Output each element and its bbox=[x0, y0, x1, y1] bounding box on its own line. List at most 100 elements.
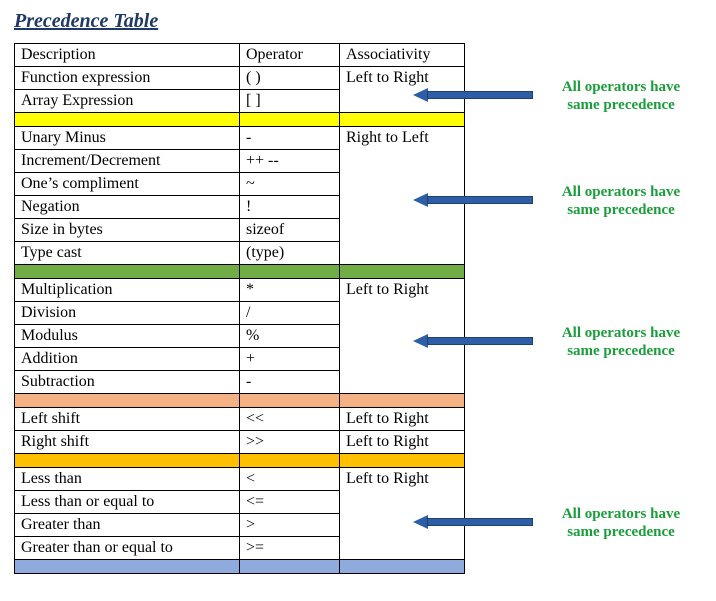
cell-associativity-blank bbox=[340, 150, 465, 173]
separator-cell bbox=[240, 113, 340, 127]
table-row: Less than < Left to Right bbox=[15, 468, 465, 491]
header-operator: Operator bbox=[240, 44, 340, 67]
table-row: Array Expression [ ] bbox=[15, 90, 465, 113]
cell-description: Division bbox=[15, 302, 240, 325]
page-title: Precedence Table bbox=[14, 10, 702, 33]
cell-operator: ~ bbox=[240, 173, 340, 196]
annotation-label: All operators have same precedence bbox=[536, 324, 706, 360]
header-description: Description bbox=[15, 44, 240, 67]
cell-description: Addition bbox=[15, 348, 240, 371]
cell-operator: > bbox=[240, 514, 340, 537]
cell-associativity: Left to Right bbox=[340, 408, 465, 431]
cell-description: Multiplication bbox=[15, 279, 240, 302]
cell-associativity-blank bbox=[340, 348, 465, 371]
cell-operator: - bbox=[240, 127, 340, 150]
separator-cell bbox=[340, 113, 465, 127]
cell-associativity-blank bbox=[340, 371, 465, 394]
table-header-row: Description Operator Associativity bbox=[15, 44, 465, 67]
table-row: Left shift << Left to Right bbox=[15, 408, 465, 431]
cell-operator: * bbox=[240, 279, 340, 302]
table-row: Right shift >> Left to Right bbox=[15, 431, 465, 454]
annotation-text-line1: All operators have bbox=[562, 184, 680, 200]
cell-associativity-blank bbox=[340, 537, 465, 560]
cell-associativity: Left to Right bbox=[340, 468, 465, 491]
table-row: Size in bytes sizeof bbox=[15, 219, 465, 242]
cell-associativity: Left to Right bbox=[340, 67, 465, 90]
cell-associativity: Left to Right bbox=[340, 279, 465, 302]
table-row: Division / bbox=[15, 302, 465, 325]
table-row: Unary Minus - Right to Left bbox=[15, 127, 465, 150]
separator-cell bbox=[15, 113, 240, 127]
cell-description: Array Expression bbox=[15, 90, 240, 113]
cell-operator: (type) bbox=[240, 242, 340, 265]
annotation-text-line2: same precedence bbox=[567, 343, 675, 359]
annotation-arrow-icon bbox=[413, 515, 533, 529]
annotation-arrow-icon bbox=[413, 334, 533, 348]
table-row: Type cast (type) bbox=[15, 242, 465, 265]
annotation-text-line2: same precedence bbox=[567, 524, 675, 540]
cell-description: Size in bytes bbox=[15, 219, 240, 242]
table-row: Greater than > bbox=[15, 514, 465, 537]
cell-description: Increment/Decrement bbox=[15, 150, 240, 173]
table-row: Multiplication * Left to Right bbox=[15, 279, 465, 302]
separator-cell bbox=[240, 560, 340, 574]
cell-description: One’s compliment bbox=[15, 173, 240, 196]
cell-associativity-blank bbox=[340, 491, 465, 514]
separator-row bbox=[15, 113, 465, 127]
annotation-text-line1: All operators have bbox=[562, 506, 680, 522]
cell-operator: << bbox=[240, 408, 340, 431]
cell-description: Unary Minus bbox=[15, 127, 240, 150]
annotation-label: All operators have same precedence bbox=[536, 183, 706, 219]
table-row: Less than or equal to <= bbox=[15, 491, 465, 514]
separator-cell bbox=[340, 265, 465, 279]
cell-operator: / bbox=[240, 302, 340, 325]
separator-cell bbox=[340, 560, 465, 574]
cell-description: Modulus bbox=[15, 325, 240, 348]
cell-description: Left shift bbox=[15, 408, 240, 431]
separator-row bbox=[15, 265, 465, 279]
cell-associativity-blank bbox=[340, 219, 465, 242]
cell-operator: < bbox=[240, 468, 340, 491]
cell-associativity: Left to Right bbox=[340, 431, 465, 454]
page: Precedence Table Description Operator As… bbox=[0, 0, 716, 601]
cell-description: Right shift bbox=[15, 431, 240, 454]
cell-description: Greater than bbox=[15, 514, 240, 537]
separator-cell bbox=[15, 265, 240, 279]
table-row: Greater than or equal to >= bbox=[15, 537, 465, 560]
cell-operator: <= bbox=[240, 491, 340, 514]
table-row: Increment/Decrement ++ -- bbox=[15, 150, 465, 173]
separator-row bbox=[15, 560, 465, 574]
separator-row bbox=[15, 394, 465, 408]
cell-operator: >> bbox=[240, 431, 340, 454]
cell-associativity-blank bbox=[340, 242, 465, 265]
annotation-label: All operators have same precedence bbox=[536, 78, 706, 114]
separator-cell bbox=[340, 454, 465, 468]
cell-description: Subtraction bbox=[15, 371, 240, 394]
table-row: Modulus % bbox=[15, 325, 465, 348]
cell-description: Less than or equal to bbox=[15, 491, 240, 514]
annotation-text-line1: All operators have bbox=[562, 325, 680, 341]
cell-operator: ! bbox=[240, 196, 340, 219]
annotation-label: All operators have same precedence bbox=[536, 505, 706, 541]
table-row: One’s compliment ~ bbox=[15, 173, 465, 196]
cell-operator: + bbox=[240, 348, 340, 371]
separator-cell bbox=[240, 454, 340, 468]
separator-cell bbox=[240, 394, 340, 408]
table-row: Addition + bbox=[15, 348, 465, 371]
separator-cell bbox=[340, 394, 465, 408]
separator-cell bbox=[15, 560, 240, 574]
cell-operator: sizeof bbox=[240, 219, 340, 242]
cell-associativity-blank bbox=[340, 302, 465, 325]
cell-description: Less than bbox=[15, 468, 240, 491]
cell-operator: - bbox=[240, 371, 340, 394]
cell-associativity: Right to Left bbox=[340, 127, 465, 150]
table-row: Subtraction - bbox=[15, 371, 465, 394]
annotation-arrow-icon bbox=[413, 88, 533, 102]
annotation-text-line2: same precedence bbox=[567, 97, 675, 113]
annotation-text-line2: same precedence bbox=[567, 202, 675, 218]
table-row: Negation ! bbox=[15, 196, 465, 219]
cell-operator: ( ) bbox=[240, 67, 340, 90]
cell-description: Function expression bbox=[15, 67, 240, 90]
precedence-table: Description Operator Associativity Funct… bbox=[14, 43, 465, 574]
cell-description: Greater than or equal to bbox=[15, 537, 240, 560]
